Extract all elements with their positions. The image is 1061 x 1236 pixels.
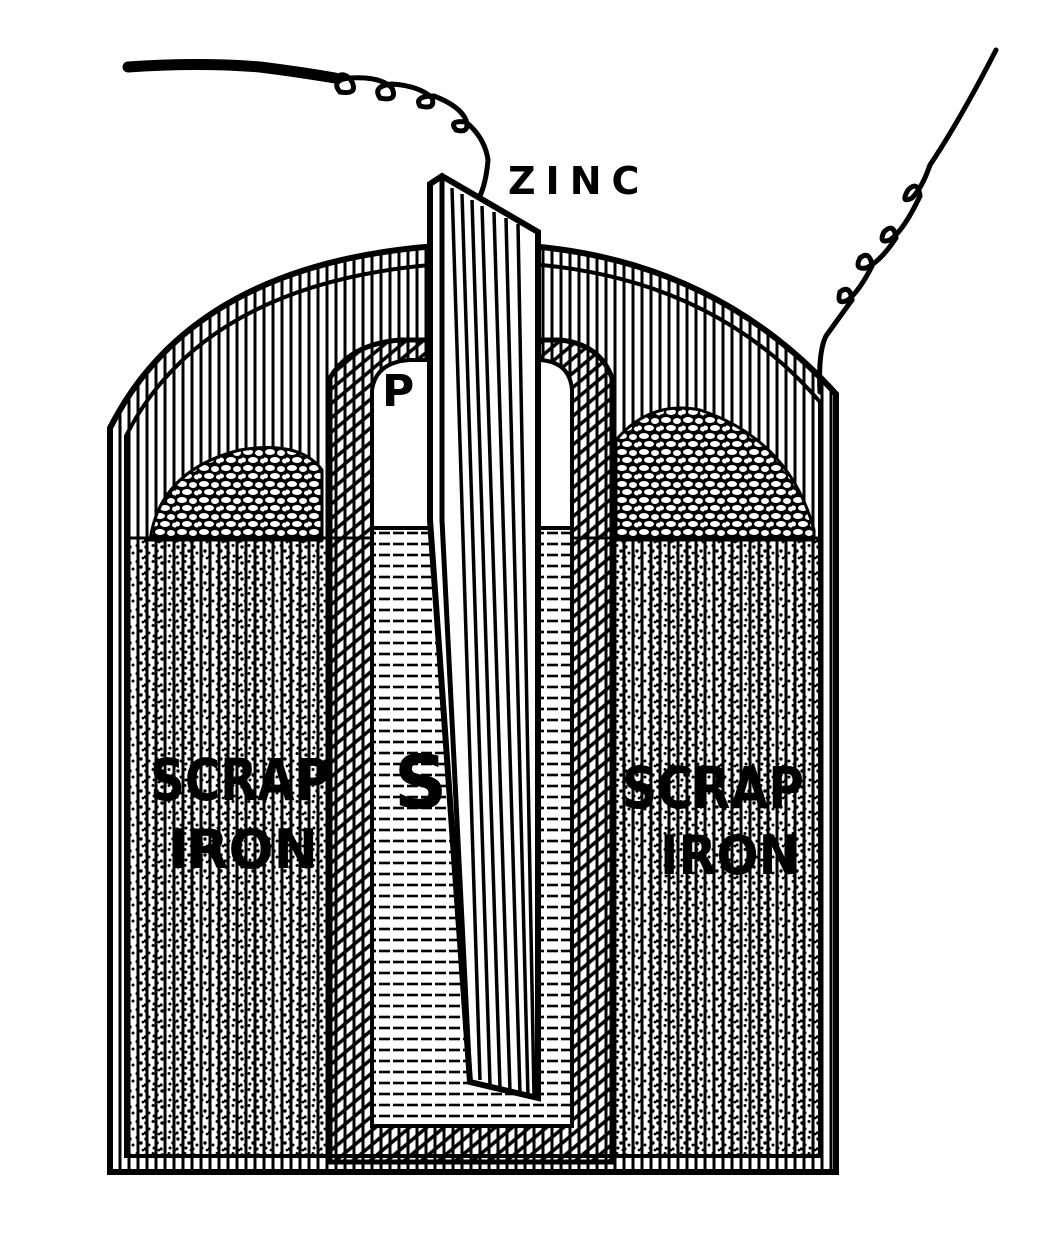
scrap-iron-right xyxy=(612,406,818,1156)
porous-cup-label: P xyxy=(382,366,414,417)
scrap-right-line1: SCRAP xyxy=(622,754,804,822)
scrap-iron-left-label: SCRAP IRON xyxy=(150,746,330,881)
zinc-label: ZINC xyxy=(508,159,649,203)
zinc-rod xyxy=(427,172,541,1102)
right-lead-wire xyxy=(817,47,999,395)
scrap-left-line2: IRON xyxy=(168,818,318,881)
scrap-iron-right-label: SCRAP IRON xyxy=(622,754,804,887)
scrap-right-line2: IRON xyxy=(660,824,800,887)
scrap-iron-left xyxy=(130,446,330,1156)
scrap-left-line1: SCRAP xyxy=(150,746,330,814)
left-lead-wire xyxy=(122,59,491,235)
solution-label: S xyxy=(394,740,447,826)
